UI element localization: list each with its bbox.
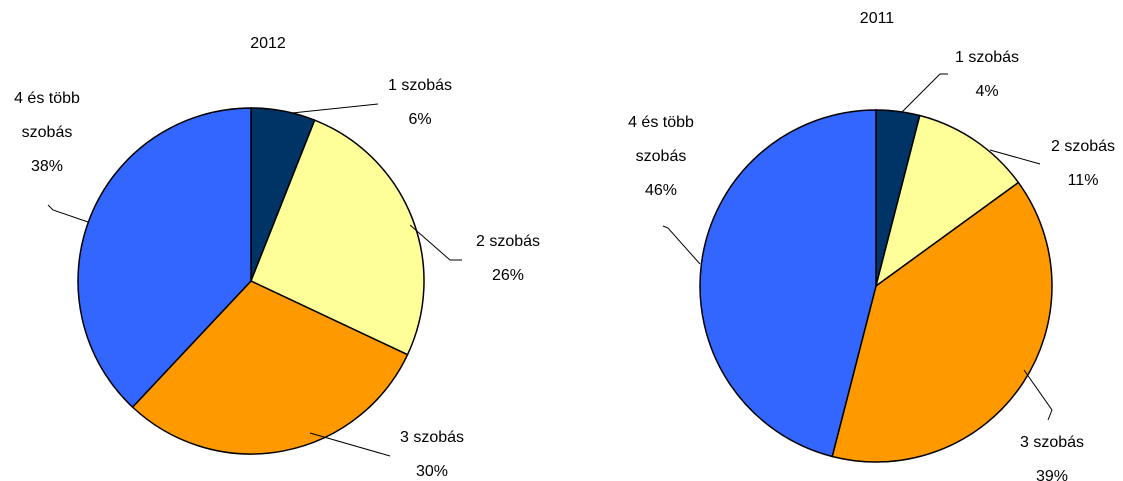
pie-slice bbox=[131, 280, 409, 455]
pie-slice bbox=[699, 109, 877, 458]
chart-title: 2012 bbox=[250, 35, 286, 52]
slice-label-name: szobás bbox=[22, 124, 73, 141]
slice-label-value: 39% bbox=[1036, 468, 1068, 481]
leader-line bbox=[47, 204, 89, 223]
chart-2011: 2011 1 szobás 4% 2 szobás 11% 3 szobás 3… bbox=[628, 10, 1115, 481]
pie-slices bbox=[699, 109, 1053, 463]
leader-line bbox=[409, 224, 462, 261]
pie-slices bbox=[77, 107, 425, 455]
slice-label-name: 2 szobás bbox=[1051, 138, 1115, 155]
leader-line bbox=[901, 73, 948, 113]
pie-slice bbox=[874, 114, 1020, 288]
slice-label-name: 3 szobás bbox=[1020, 434, 1084, 451]
slice-label-value: 38% bbox=[31, 158, 63, 175]
slice-label-value: 6% bbox=[408, 111, 431, 128]
chart-title: 2011 bbox=[860, 10, 895, 27]
slice-label-name: 3 szobás bbox=[400, 429, 464, 446]
slice-label-name: 1 szobás bbox=[388, 77, 452, 94]
leader-line bbox=[989, 149, 1041, 165]
slice-label-name: 4 és több bbox=[628, 114, 694, 131]
leader-line bbox=[291, 103, 379, 114]
leader-line bbox=[309, 432, 391, 457]
leader-line bbox=[662, 225, 701, 265]
slice-label-name: 2 szobás bbox=[476, 233, 540, 250]
pie-slice bbox=[831, 181, 1053, 463]
slice-label-value: 11% bbox=[1068, 172, 1099, 189]
slice-label-name: 4 és több bbox=[14, 90, 80, 107]
pie-slice bbox=[250, 119, 425, 356]
slice-label-name: szobás bbox=[636, 148, 687, 165]
slice-label-value: 46% bbox=[645, 182, 677, 199]
leader-line bbox=[1023, 369, 1053, 421]
pie-slice bbox=[77, 107, 252, 409]
slice-label-name: 1 szobás bbox=[955, 49, 1019, 66]
slice-label-value: 30% bbox=[416, 463, 448, 480]
slice-label-value: 4% bbox=[975, 83, 998, 100]
slice-label-value: 26% bbox=[492, 267, 524, 284]
chart-2012: 2012 1 szobás 6% 2 szobás 26% 3 szobás 3… bbox=[14, 35, 540, 480]
